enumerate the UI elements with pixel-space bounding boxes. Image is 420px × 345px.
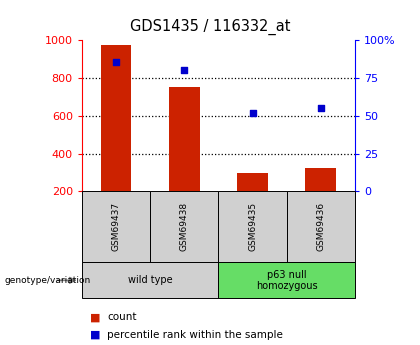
Point (181, 67, 188, 73)
Text: ■: ■ (90, 313, 101, 322)
Text: GSM69436: GSM69436 (316, 202, 325, 252)
Bar (101, 46, 131, 191)
Text: percentile rank within the sample: percentile rank within the sample (107, 330, 283, 339)
Point (318, 105, 324, 111)
Text: GSM69437: GSM69437 (112, 202, 121, 252)
Bar (169, 87, 200, 191)
Bar (237, 174, 268, 191)
Text: GSM69438: GSM69438 (180, 202, 189, 252)
Text: GDS1435 / 116332_at: GDS1435 / 116332_at (130, 19, 290, 35)
Point (249, 110, 256, 115)
Text: genotype/variation: genotype/variation (4, 276, 90, 285)
Text: p63 null
homozygous: p63 null homozygous (256, 269, 318, 291)
Text: count: count (107, 313, 136, 322)
Text: GSM69435: GSM69435 (248, 202, 257, 252)
Point (113, 60, 119, 65)
Text: wild type: wild type (128, 275, 173, 285)
Text: ■: ■ (90, 330, 101, 339)
Bar (305, 168, 336, 191)
